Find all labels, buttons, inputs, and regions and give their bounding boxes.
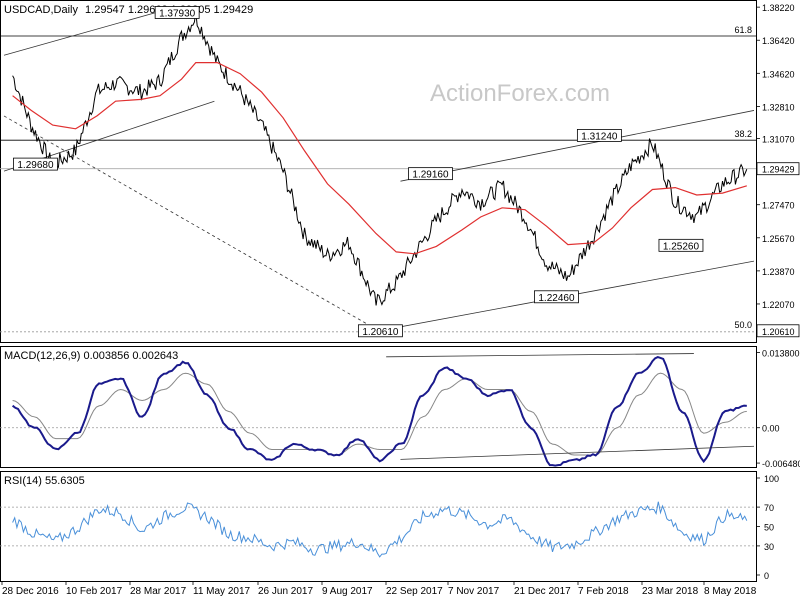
downtrend-dashed-line [3,115,380,332]
x-tick-label: 9 Aug 2017 [322,586,373,597]
macd-tick-label: -0.006480 [762,459,800,469]
x-tick-label: 22 Sep 2017 [386,586,443,597]
rsi-panel-frame [0,471,757,582]
rsi-line [12,501,748,558]
macd-upper-trendline [386,353,694,358]
price-tick-label: 1.27470 [762,201,795,211]
price-tick-label: 1.25670 [762,234,795,244]
level-label-1-37930-box [154,6,200,19]
level-label-1-29680: 1.29680 [17,160,54,171]
level-label-1-31240: 1.31240 [581,131,618,142]
x-tick-label: 11 May 2017 [193,586,251,597]
moving-average-line [12,62,747,255]
x-tick-label: 10 Feb 2017 [66,586,123,597]
rsi-tick-label: 50 [764,523,774,533]
level-label-1-37930: 1.37930 [159,8,196,19]
level-label-1-22460-box [534,290,579,304]
level-label-1-20610-box [357,324,403,338]
price-tick-label: 1.22070 [762,300,795,310]
x-tick-label: 28 Mar 2017 [130,586,187,597]
macd-layer [0,353,756,467]
macd-tick-label: 0.00 [762,424,780,434]
axis-layer: 1.38220 1.36420 1.34620 1.32810 1.31070 1.294… [1,3,800,597]
price-tick-box [756,162,800,176]
fib-label-50-0: 50.0 [734,320,752,330]
price-tick-label: 1.34620 [762,69,795,79]
fib-label-38-2: 38.2 [734,129,752,139]
price-tick-label: 1.38220 [762,3,795,13]
price-tick-label: 1.23870 [762,267,795,277]
macd-tick-label: 0.013800 [762,348,800,358]
x-tick-label: 7 Nov 2017 [448,586,500,597]
price-tick-label: 1.29429 [762,165,795,175]
rsi-tick-label: 30 [764,542,774,552]
rsi-panel-title: RSI(14) 55.6305 [4,475,85,487]
price-layer: 61.8 38.2 50.0 1.37930 1.29680 1.31240 1.29160… [0,6,756,338]
price-tick-label: 1.32810 [762,103,795,113]
watermark: ActionForex.com [430,80,610,107]
macd-lower-trendline [400,445,755,460]
channel-upper-2017 [3,8,168,56]
price-tick-label: 1.36420 [762,36,795,46]
macd-signal-line [12,372,747,456]
price-tick-label: 1.31070 [762,135,795,145]
macd-panel-frame [0,346,757,468]
rsi-tick-label: 100 [764,474,779,484]
price-tick-label: 1.20610 [762,327,795,337]
rsi-tick-label: 0 [764,571,769,581]
macd-panel-title: MACD(12,26,9) 0.003856 0.002643 [4,350,178,362]
level-label-1-22460: 1.22460 [538,293,575,304]
price-panel-frame [0,0,757,343]
macd-line [11,356,747,467]
price-panel-title: USDCAD,Daily 1.29547 1.29662 1.29305 1.2… [4,4,253,16]
x-tick-label: 26 Jun 2017 [258,586,313,597]
level-label-1-31240-box [576,129,622,142]
x-tick-label: 28 Dec 2016 [2,586,59,597]
rsi-layer [0,501,756,558]
x-tick-label: 7 Feb 2018 [578,586,629,597]
x-tick-label: 23 Mar 2018 [642,586,699,597]
x-tick-label: 8 May 2018 [704,586,757,597]
level-label-1-29680-box [13,157,58,171]
price-series-line [12,11,748,306]
level-label-1-29160-box [408,167,453,181]
price-tick-box [756,324,800,338]
level-label-1-20610: 1.20610 [362,327,399,338]
level-label-1-25260-box [658,238,704,252]
x-tick-label: 21 Dec 2017 [514,586,571,597]
level-label-1-29160: 1.29160 [412,170,449,181]
fib-label-61-8: 61.8 [734,25,752,35]
channel-upper-2018 [400,110,755,182]
rsi-tick-label: 70 [764,503,774,513]
level-label-1-25260: 1.25260 [663,241,700,252]
